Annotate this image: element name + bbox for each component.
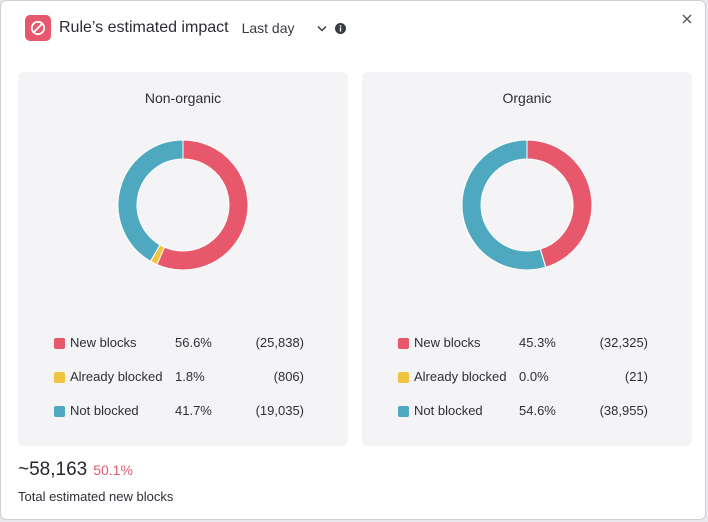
total-percent: 50.1% [93, 462, 133, 478]
not-blocked-slice [117, 139, 184, 262]
chart-legend: New blocks 56.6% (25,838) Already blocke… [54, 334, 304, 436]
non-organic-panel: Non-organic New blocks 56.6% (25,838) Al… [18, 72, 348, 446]
legend-percent: 45.3% [519, 335, 556, 350]
total-value: ~58,163 [18, 459, 88, 480]
legend-row-new-blocks: New blocks 45.3% (32,325) [398, 334, 648, 368]
legend-count: (25,838) [255, 335, 304, 350]
legend-count: (19,035) [255, 403, 304, 418]
legend-percent: 1.8% [175, 369, 205, 384]
legend-label: New blocks [70, 335, 137, 350]
legend-percent: 0.0% [519, 369, 549, 384]
not-blocked-slice [461, 139, 547, 271]
organic-donut-chart [461, 139, 593, 271]
legend-percent: 41.7% [175, 403, 212, 418]
chart-legend: New blocks 45.3% (32,325) Already blocke… [398, 334, 648, 436]
legend-count: (21) [624, 369, 648, 384]
legend-row-not-blocked: Not blocked 41.7% (19,035) [54, 402, 304, 436]
non-organic-donut-chart [117, 139, 249, 271]
new-blocks-swatch [54, 338, 65, 349]
legend-label: Already blocked [70, 369, 163, 384]
new-blocks-slice [156, 139, 249, 271]
chevron-down-icon[interactable] [316, 25, 327, 32]
period-dropdown[interactable]: Last day [242, 20, 327, 36]
legend-label: Not blocked [70, 403, 139, 418]
not-blocked-swatch [54, 406, 65, 417]
legend-row-already-blocked: Already blocked 0.0% (21) [398, 368, 648, 402]
new-blocks-swatch [398, 338, 409, 349]
legend-row-new-blocks: New blocks 56.6% (25,838) [54, 334, 304, 368]
legend-percent: 56.6% [175, 335, 212, 350]
legend-label: New blocks [414, 335, 481, 350]
panel-title: Non-organic [144, 90, 222, 106]
legend-count: (806) [273, 369, 304, 384]
info-icon[interactable] [334, 22, 346, 34]
legend-count: (32,325) [599, 335, 648, 350]
total-summary: ~58,163 50.1% Total estimated new blocks [18, 459, 173, 504]
legend-count: (38,955) [599, 403, 648, 418]
legend-row-already-blocked: Already blocked 1.8% (806) [54, 368, 304, 402]
already-blocked-swatch [398, 372, 409, 383]
already-blocked-swatch [54, 372, 65, 383]
period-value: Last day [241, 20, 295, 36]
new-blocks-slice [526, 139, 593, 268]
block-icon [25, 15, 51, 41]
legend-label: Not blocked [414, 403, 483, 418]
legend-row-not-blocked: Not blocked 54.6% (38,955) [398, 402, 648, 436]
total-caption: Total estimated new blocks [18, 489, 174, 504]
organic-panel: Organic New blocks 45.3% (32,325) Alread… [362, 72, 692, 446]
legend-percent: 54.6% [519, 403, 556, 418]
modal-header: Rule’s estimated impact Last day [25, 15, 346, 41]
modal-title: Rule’s estimated impact [59, 19, 229, 36]
not-blocked-swatch [398, 406, 409, 417]
panel-title: Organic [502, 90, 552, 106]
legend-label: Already blocked [414, 369, 507, 384]
close-icon[interactable] [679, 11, 695, 27]
